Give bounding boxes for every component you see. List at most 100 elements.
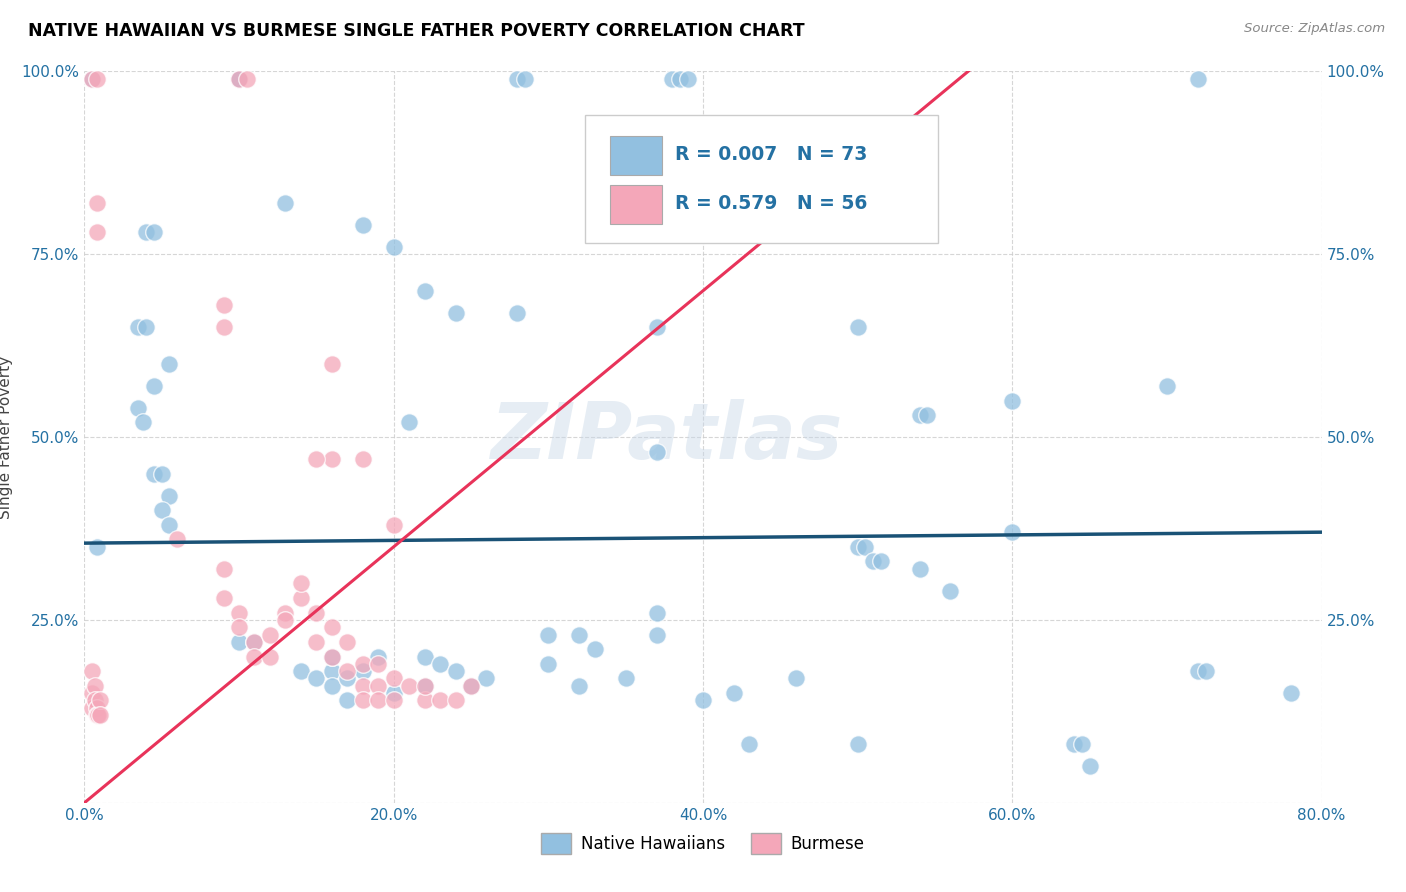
- Point: [259, 649, 281, 664]
- Point: [132, 416, 155, 430]
- Point: [150, 467, 173, 481]
- Point: [86, 540, 108, 554]
- Point: [723, 686, 745, 700]
- Point: [86, 71, 108, 86]
- Point: [1156, 379, 1178, 393]
- Point: [159, 517, 180, 532]
- Point: [82, 700, 104, 714]
- Point: [444, 664, 467, 678]
- Point: [1187, 664, 1209, 678]
- Point: [84, 693, 107, 707]
- Point: [228, 620, 250, 634]
- Point: [274, 606, 297, 620]
- Point: [166, 533, 188, 547]
- Point: [869, 554, 893, 568]
- Point: [614, 672, 637, 686]
- Point: [336, 672, 359, 686]
- Point: [235, 71, 259, 86]
- Point: [367, 657, 389, 671]
- Point: [382, 672, 405, 686]
- Point: [228, 635, 250, 649]
- Point: [785, 672, 807, 686]
- Point: [86, 196, 108, 211]
- Point: [89, 693, 111, 707]
- Point: [321, 649, 343, 664]
- Point: [429, 693, 451, 707]
- Point: [398, 416, 420, 430]
- Point: [661, 71, 683, 86]
- Point: [82, 686, 104, 700]
- Point: [692, 693, 714, 707]
- Point: [1001, 393, 1024, 408]
- Point: [537, 627, 560, 641]
- Point: [259, 627, 281, 641]
- Point: [127, 401, 149, 415]
- Point: [382, 240, 405, 254]
- Point: [669, 71, 692, 86]
- Point: [336, 693, 359, 707]
- Point: [367, 679, 389, 693]
- Point: [321, 620, 343, 634]
- Point: [568, 627, 591, 641]
- Point: [413, 679, 436, 693]
- Point: [855, 540, 877, 554]
- Point: [243, 649, 266, 664]
- Point: [1063, 737, 1085, 751]
- Point: [382, 686, 405, 700]
- Point: [1078, 759, 1101, 773]
- Point: [143, 225, 166, 239]
- Point: [243, 635, 266, 649]
- Point: [274, 196, 297, 211]
- Point: [305, 606, 328, 620]
- Point: [321, 357, 343, 371]
- Point: [212, 562, 235, 576]
- Point: [367, 649, 389, 664]
- Point: [367, 693, 389, 707]
- Text: R = 0.007   N = 73: R = 0.007 N = 73: [675, 145, 868, 163]
- Point: [738, 737, 761, 751]
- Point: [515, 71, 537, 86]
- Point: [86, 708, 108, 723]
- Point: [382, 517, 405, 532]
- Point: [82, 71, 104, 86]
- Point: [87, 708, 110, 723]
- Point: [84, 679, 107, 693]
- Point: [846, 737, 869, 751]
- Point: [212, 320, 235, 334]
- Point: [1279, 686, 1302, 700]
- Point: [290, 664, 312, 678]
- Point: [290, 576, 312, 591]
- Point: [908, 408, 931, 422]
- Point: [506, 306, 529, 320]
- Point: [243, 635, 266, 649]
- Point: [352, 664, 374, 678]
- Point: [352, 693, 374, 707]
- Point: [1071, 737, 1094, 751]
- Point: [846, 320, 869, 334]
- Point: [274, 613, 297, 627]
- Point: [1001, 525, 1024, 540]
- Point: [86, 700, 108, 714]
- Point: [444, 693, 467, 707]
- Text: Source: ZipAtlas.com: Source: ZipAtlas.com: [1244, 22, 1385, 36]
- Point: [159, 489, 180, 503]
- Point: [460, 679, 482, 693]
- Point: [336, 664, 359, 678]
- Point: [413, 693, 436, 707]
- Point: [917, 408, 939, 422]
- Point: [506, 71, 529, 86]
- Point: [212, 591, 235, 605]
- Point: [212, 298, 235, 312]
- Point: [862, 554, 884, 568]
- Point: [305, 672, 328, 686]
- Point: [475, 672, 498, 686]
- Point: [135, 225, 157, 239]
- Point: [228, 606, 250, 620]
- Point: [352, 657, 374, 671]
- Point: [127, 320, 149, 334]
- Point: [1194, 664, 1216, 678]
- Point: [413, 679, 436, 693]
- Point: [398, 679, 420, 693]
- Point: [413, 284, 436, 298]
- Point: [321, 452, 343, 467]
